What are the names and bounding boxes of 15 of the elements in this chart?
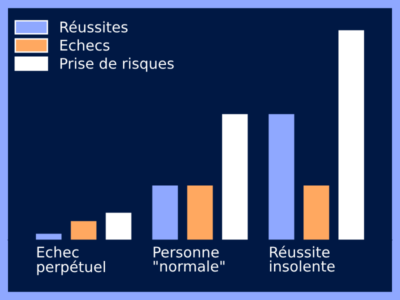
x-tick-label: Echec perpétuel — [37, 246, 105, 276]
bar — [304, 185, 330, 240]
legend-label: Prise de risques — [60, 58, 174, 72]
bar — [187, 185, 213, 240]
bar — [36, 234, 62, 240]
x-tick-label: Réussite insolente — [270, 246, 335, 272]
bar — [222, 114, 248, 240]
x-tick-label: Personne "normale" — [154, 246, 224, 272]
legend-label: Echecs — [60, 39, 110, 51]
bar — [268, 114, 294, 240]
bar — [106, 212, 132, 240]
bar — [70, 221, 96, 240]
bar — [152, 185, 178, 240]
bar — [338, 30, 364, 240]
legend-label: Réussites — [60, 20, 128, 33]
